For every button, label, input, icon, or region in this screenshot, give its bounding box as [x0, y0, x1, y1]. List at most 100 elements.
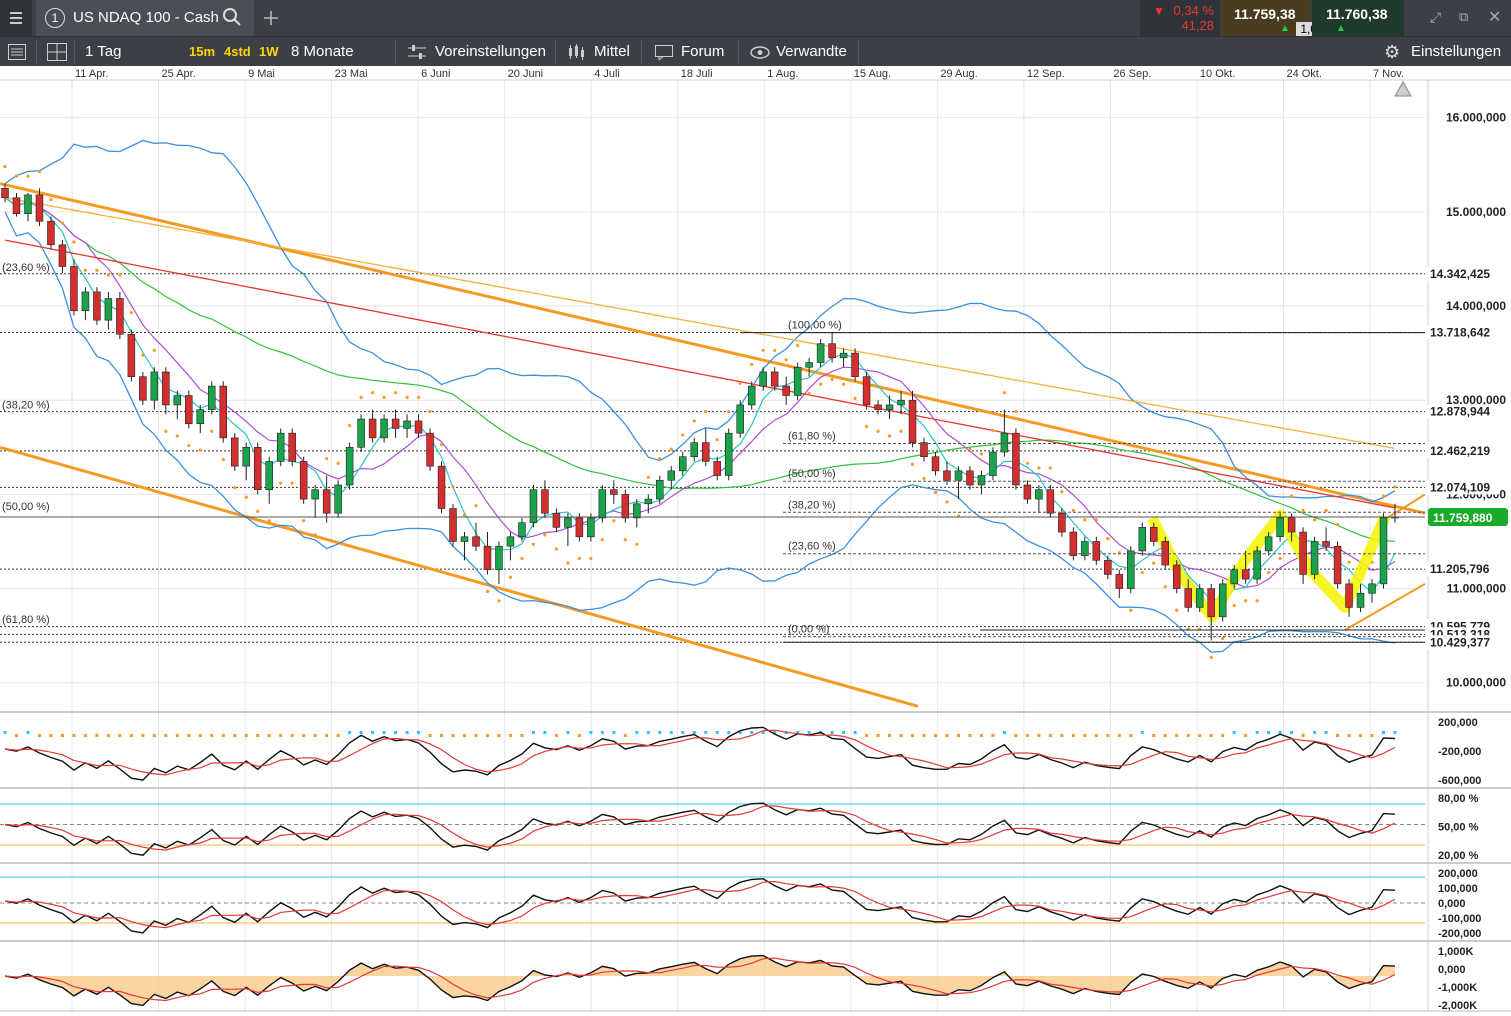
macd-histogram-bar: [451, 734, 455, 737]
candle-body: [150, 371, 159, 401]
sar-dot: [750, 362, 754, 367]
sar-dot: [474, 504, 478, 508]
sar-dot: [1152, 561, 1156, 565]
sar-dot: [302, 519, 306, 523]
fib-right-label: (38,20 %): [788, 499, 836, 511]
sar-dot: [1025, 461, 1029, 465]
macd-histogram-bar: [1071, 734, 1075, 737]
search-icon[interactable]: [222, 7, 242, 32]
sar-dot: [37, 169, 42, 173]
average-button[interactable]: Mittel: [594, 43, 630, 60]
sar-dot: [382, 395, 386, 399]
macd-histogram-bar: [1324, 731, 1328, 734]
macd-histogram-bar: [382, 731, 386, 734]
candle-body: [679, 456, 687, 472]
candle-body: [874, 404, 882, 410]
chart-area[interactable]: 11 Apr. 25 Apr. 9 Mai 23 Mai 6 Juni 20 Juni 4 …: [0, 66, 1511, 1016]
macd-histogram-bar: [761, 731, 765, 734]
price-level-label: 14.342,425: [1430, 267, 1490, 281]
macd-histogram-bar: [1278, 731, 1282, 734]
candle-body: [897, 399, 905, 406]
sar-dot: [589, 556, 593, 561]
macd-histogram-bar: [853, 731, 857, 734]
sar-dot: [1163, 585, 1167, 589]
macd-histogram-bar: [1255, 731, 1259, 734]
candle-body: [1253, 550, 1261, 580]
sar-dot: [773, 348, 777, 352]
sar-dot: [1129, 608, 1133, 612]
sar-dot: [819, 382, 823, 386]
interval-select[interactable]: 1 Tag: [85, 43, 122, 60]
forum-button[interactable]: Forum: [681, 43, 725, 60]
macd-histogram-bar: [1037, 734, 1041, 737]
sar-dot: [485, 589, 490, 593]
candle-body: [1058, 512, 1066, 533]
indicator-icon: [568, 44, 586, 65]
sar-dot: [60, 221, 65, 225]
bollinger-lower: [4, 211, 1396, 653]
macd-histogram-bar: [1267, 731, 1271, 734]
price-level-label: 13.718,642: [1430, 326, 1490, 340]
sar-dot: [864, 424, 869, 429]
fib-right-label: (100,00 %): [788, 320, 842, 332]
candle-body: [851, 352, 859, 377]
sar-dot: [933, 490, 938, 495]
layout-icon[interactable]: [47, 43, 67, 66]
settings-button[interactable]: Einstellungen: [1411, 43, 1502, 60]
candle-body: [943, 470, 951, 481]
gear-icon: ⚙: [1384, 42, 1401, 62]
range-select[interactable]: 8 Monate: [291, 43, 354, 60]
quick-4h-button[interactable]: 4std: [224, 44, 251, 59]
candle-body: [414, 420, 423, 434]
quick-15m-button[interactable]: 15m: [189, 44, 216, 59]
sar-dot: [451, 485, 455, 489]
macd-histogram-bar: [244, 734, 248, 737]
y-tick-label: 14.000,000: [1446, 299, 1506, 313]
macd-histogram-bar: [1025, 734, 1029, 737]
candle-body: [483, 545, 492, 571]
candle-body: [552, 512, 561, 528]
price-level-label: 12.074,109: [1430, 480, 1490, 494]
candle-body: [219, 385, 228, 439]
candle-body: [1115, 574, 1124, 589]
popout-icon[interactable]: ⧉: [1459, 9, 1469, 24]
macd-histogram-bar: [945, 734, 949, 737]
macd-histogram-bar: [60, 734, 64, 737]
add-tab-icon[interactable]: [260, 0, 282, 36]
close-icon[interactable]: ✕: [1488, 9, 1502, 26]
sar-dot: [727, 409, 731, 414]
candle-body: [885, 404, 894, 410]
candle-body: [920, 442, 928, 458]
macd-axis-label: 200,000: [1438, 717, 1478, 729]
ask-box[interactable]: 11.760,38 ▲: [1312, 0, 1404, 36]
related-button[interactable]: Verwandte: [776, 43, 847, 60]
sar-dot: [1014, 409, 1018, 414]
sar-dot: [210, 429, 214, 433]
sar-dot: [221, 457, 225, 462]
candle-body: [231, 437, 239, 467]
expand-icon[interactable]: ⤢: [1430, 9, 1442, 25]
menu-icon[interactable]: [0, 0, 32, 36]
stochastic-signal-line: [4, 805, 1396, 851]
presets-button[interactable]: Voreinstellungen: [435, 43, 546, 60]
momentum-axis-label: -2,000K: [1438, 1000, 1477, 1012]
sar-dot: [945, 500, 949, 504]
candle-body: [1310, 541, 1319, 575]
sar-dot: [1393, 485, 1397, 489]
macd-histogram-bar: [1117, 734, 1121, 737]
quick-1w-button[interactable]: 1W: [259, 44, 279, 59]
sar-dot: [910, 462, 915, 466]
candle-body: [495, 545, 503, 571]
instrument-tab[interactable]: 1 US NDAQ 100 - Cash: [36, 0, 254, 36]
list-icon[interactable]: [8, 44, 26, 65]
macd-histogram-bar: [508, 734, 512, 737]
macd-histogram-bar: [658, 731, 662, 734]
sar-dot: [497, 599, 501, 603]
fib-right-label: (23,60 %): [788, 541, 836, 553]
tab-number-badge: 1: [45, 8, 65, 28]
y-tick-label: 16.000,000: [1446, 111, 1506, 125]
macd-histogram-bar: [1221, 734, 1225, 737]
sar-dot: [623, 537, 627, 542]
x-tick-label: 24 Okt.: [1286, 68, 1321, 80]
bid-box[interactable]: 11.759,38 ▲: [1222, 0, 1310, 36]
